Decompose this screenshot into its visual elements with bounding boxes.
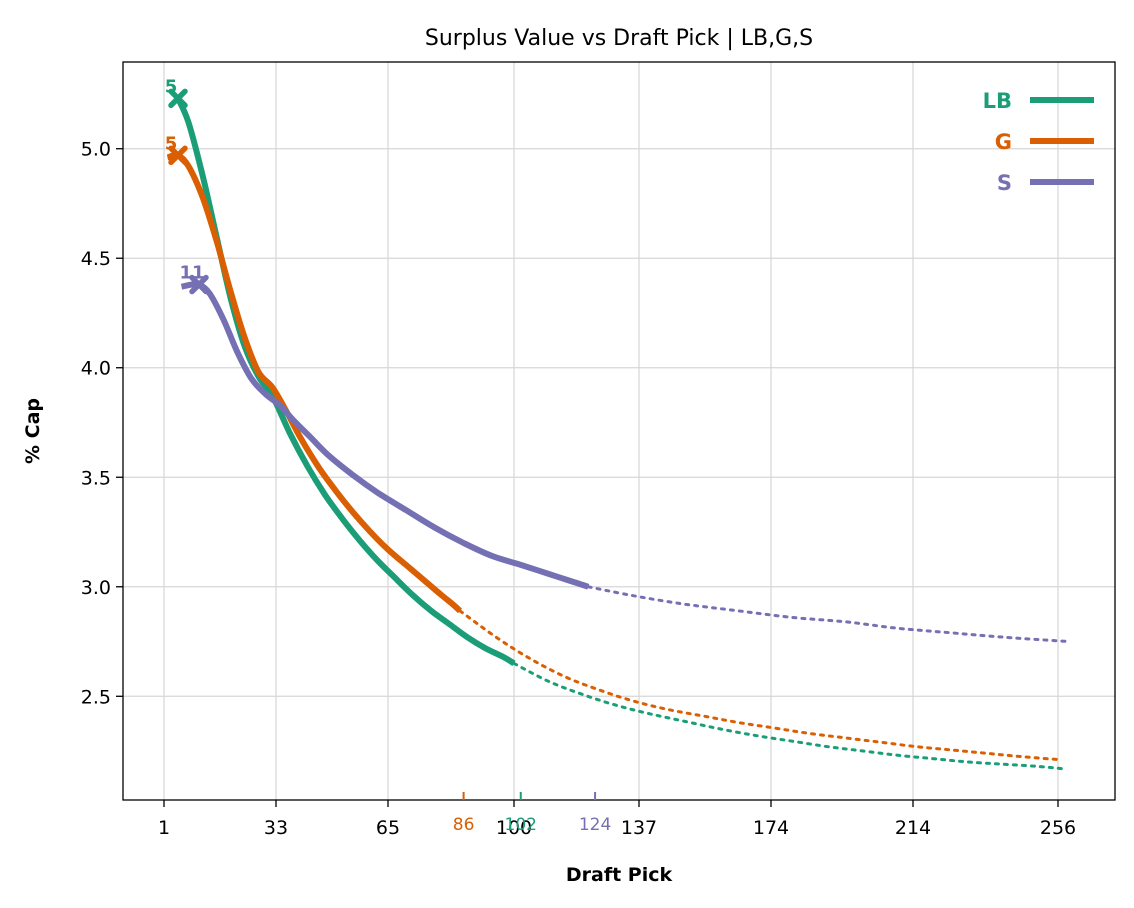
y-axis-label: % Cap (22, 398, 44, 464)
series-s-line (180, 280, 590, 590)
x-tick-label: 256 (1040, 817, 1076, 839)
x-tick-label: 137 (621, 817, 657, 839)
y-tick-label: 5.0 (81, 139, 111, 161)
series-lb-pick-label: 102 (505, 815, 537, 835)
y-tick-label: 4.0 (81, 358, 111, 380)
plot-frame (122, 61, 1116, 801)
legend-label-lb: LB (983, 89, 1012, 113)
series-lb-marker-label: 5 (165, 76, 178, 97)
series-lb-marker (168, 88, 188, 109)
x-tick-label: 214 (895, 817, 931, 839)
y-tick-label: 4.5 (81, 248, 111, 270)
series-layer: 5 5 11 (165, 76, 1070, 771)
series-lb-projection-line (512, 661, 1063, 771)
series-s-projection-line (586, 585, 1070, 643)
series-g-marker (168, 145, 188, 166)
x-tick-label: 65 (376, 817, 400, 839)
y-tick-label: 2.5 (81, 686, 111, 708)
series-g-marker-label: 5 (165, 133, 178, 154)
series-g-pick-label: 86 (453, 815, 475, 835)
axes: 1 33 65 100 137 174 214 256 2.5 3.0 3.5 4.0 4.5 5.0 (81, 139, 1076, 839)
series-s-marker-label: 11 (179, 263, 204, 284)
marker-stroke (189, 274, 209, 295)
legend: LB GS (983, 89, 1094, 195)
y-tick-label: 3.5 (81, 467, 111, 489)
marker-stroke (168, 88, 188, 109)
legend-label-g: G (995, 130, 1012, 154)
legend-label-s: S (997, 171, 1012, 195)
x-tick-label: 33 (264, 817, 288, 839)
chart-title: Surplus Value vs Draft Pick | LB,G,S (425, 26, 813, 51)
series-g-projection-line (458, 609, 1063, 762)
series-s-marker (189, 274, 209, 295)
x-axis-label: Draft Pick (566, 864, 673, 886)
pick-markers: 102 86 124 (453, 792, 611, 835)
x-tick-label: 1 (158, 817, 170, 839)
series-s-pick-label: 124 (579, 815, 611, 835)
x-tick-label: 100 (496, 817, 532, 839)
y-tick-label: 3.0 (81, 577, 111, 599)
x-tick-label: 174 (753, 817, 789, 839)
series-g-line (166, 151, 463, 614)
marker-stroke (168, 145, 188, 166)
